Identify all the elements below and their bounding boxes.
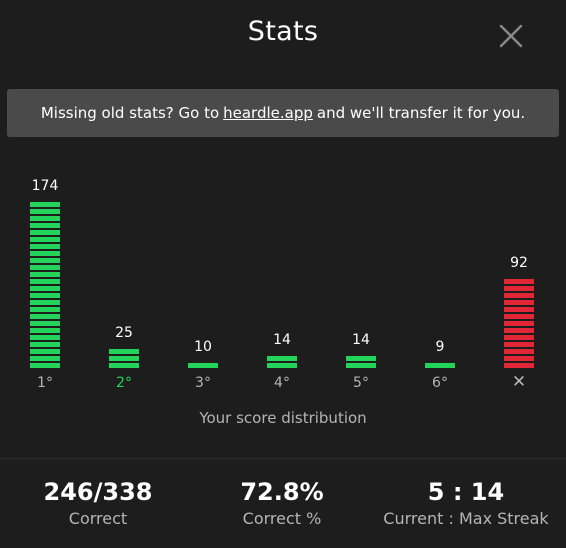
stat-correct-percent-label: Correct %: [242, 509, 322, 528]
bar-segment: [30, 244, 60, 249]
bar-segment: [504, 300, 534, 305]
bar-segment: [30, 279, 60, 284]
stat-streak-label: Current : Max Streak: [383, 509, 549, 528]
bar-segment: [346, 356, 376, 361]
stat-streak-value: 5 : 14: [427, 478, 505, 506]
stat-correct: 246/338 Correct: [0, 478, 198, 530]
heardle-link[interactable]: heardle.app: [223, 104, 313, 122]
stat-correct-label: Correct: [68, 509, 128, 528]
bar-segment: [504, 321, 534, 326]
bar-category-label: 2°: [116, 375, 132, 391]
bar-segment: [30, 230, 60, 235]
bar-segment: [30, 209, 60, 214]
bar-segment: [346, 363, 376, 368]
bar-6: [425, 363, 455, 368]
bar-value-label: 92: [510, 255, 528, 271]
bar-segment: [30, 307, 60, 312]
bar-segment: [30, 272, 60, 277]
bar-segment: [30, 251, 60, 256]
bar-segment: [109, 349, 139, 354]
bar-segment: [30, 293, 60, 298]
bar-segment: [30, 300, 60, 305]
stat-correct-percent-value: 72.8%: [240, 478, 324, 506]
bar-segment: [504, 314, 534, 319]
bar-segment: [109, 356, 139, 361]
bar-segment: [504, 286, 534, 291]
bar-segment: [30, 202, 60, 207]
bar-value-label: 9: [436, 339, 445, 355]
bar-segment: [30, 237, 60, 242]
bar-4: [267, 356, 297, 368]
bar-segment: [30, 342, 60, 347]
bar-segment: [504, 307, 534, 312]
bar-7: [504, 279, 534, 368]
bar-segment: [504, 328, 534, 333]
bar-segment: [30, 314, 60, 319]
transfer-banner: Missing old stats? Go to heardle.app and…: [7, 89, 559, 137]
bar-segment: [504, 349, 534, 354]
bar-segment: [504, 279, 534, 284]
bar-segment: [30, 258, 60, 263]
bar-segment: [30, 349, 60, 354]
bar-segment: [30, 328, 60, 333]
bar-category-label: ✕: [512, 372, 526, 392]
bar-category-label: 4°: [274, 375, 290, 391]
bar-segment: [267, 356, 297, 361]
bar-segment: [30, 286, 60, 291]
bar-segment: [267, 363, 297, 368]
bar-value-label: 25: [115, 325, 133, 341]
bar-segment: [425, 363, 455, 368]
bar-segment: [30, 216, 60, 221]
bar-segment: [30, 265, 60, 270]
bar-category-label: 6°: [432, 375, 448, 391]
bar-category-label: 5°: [353, 375, 369, 391]
bar-segment: [504, 342, 534, 347]
bar-segment: [30, 356, 60, 361]
bar-segment: [504, 293, 534, 298]
bar-value-label: 14: [273, 332, 291, 348]
bar-segment: [30, 363, 60, 368]
stat-correct-value: 246/338: [43, 478, 153, 506]
bar-value-label: 10: [194, 339, 212, 355]
bar-value-label: 14: [352, 332, 370, 348]
bar-segment: [30, 321, 60, 326]
distribution-caption: Your score distribution: [199, 409, 367, 427]
divider: [0, 458, 566, 459]
bar-3: [188, 363, 218, 368]
bar-segment: [504, 356, 534, 361]
page-title: Stats: [247, 16, 319, 47]
close-icon: [499, 24, 523, 48]
bar-value-label: 174: [32, 178, 59, 194]
bar-segment: [109, 363, 139, 368]
bar-segment: [30, 223, 60, 228]
banner-text-before: Missing old stats? Go to: [40, 104, 220, 122]
bar-segment: [30, 335, 60, 340]
stat-correct-percent: 72.8% Correct %: [182, 478, 382, 530]
bar-1: [30, 202, 60, 368]
bar-2: [109, 349, 139, 368]
score-distribution-chart: 174 1° 25 2° 10 3° 14 4° 14 5° 9 6° 92 ✕: [30, 178, 534, 392]
close-button[interactable]: [495, 20, 527, 52]
bar-5: [346, 356, 376, 368]
stat-streak: 5 : 14 Current : Max Streak: [366, 478, 566, 530]
bar-segment: [504, 335, 534, 340]
banner-text-after: and we'll transfer it for you.: [316, 104, 526, 122]
bar-segment: [504, 363, 534, 368]
bar-segment: [188, 363, 218, 368]
bar-category-label: 1°: [37, 375, 53, 391]
bar-category-label: 3°: [195, 375, 211, 391]
